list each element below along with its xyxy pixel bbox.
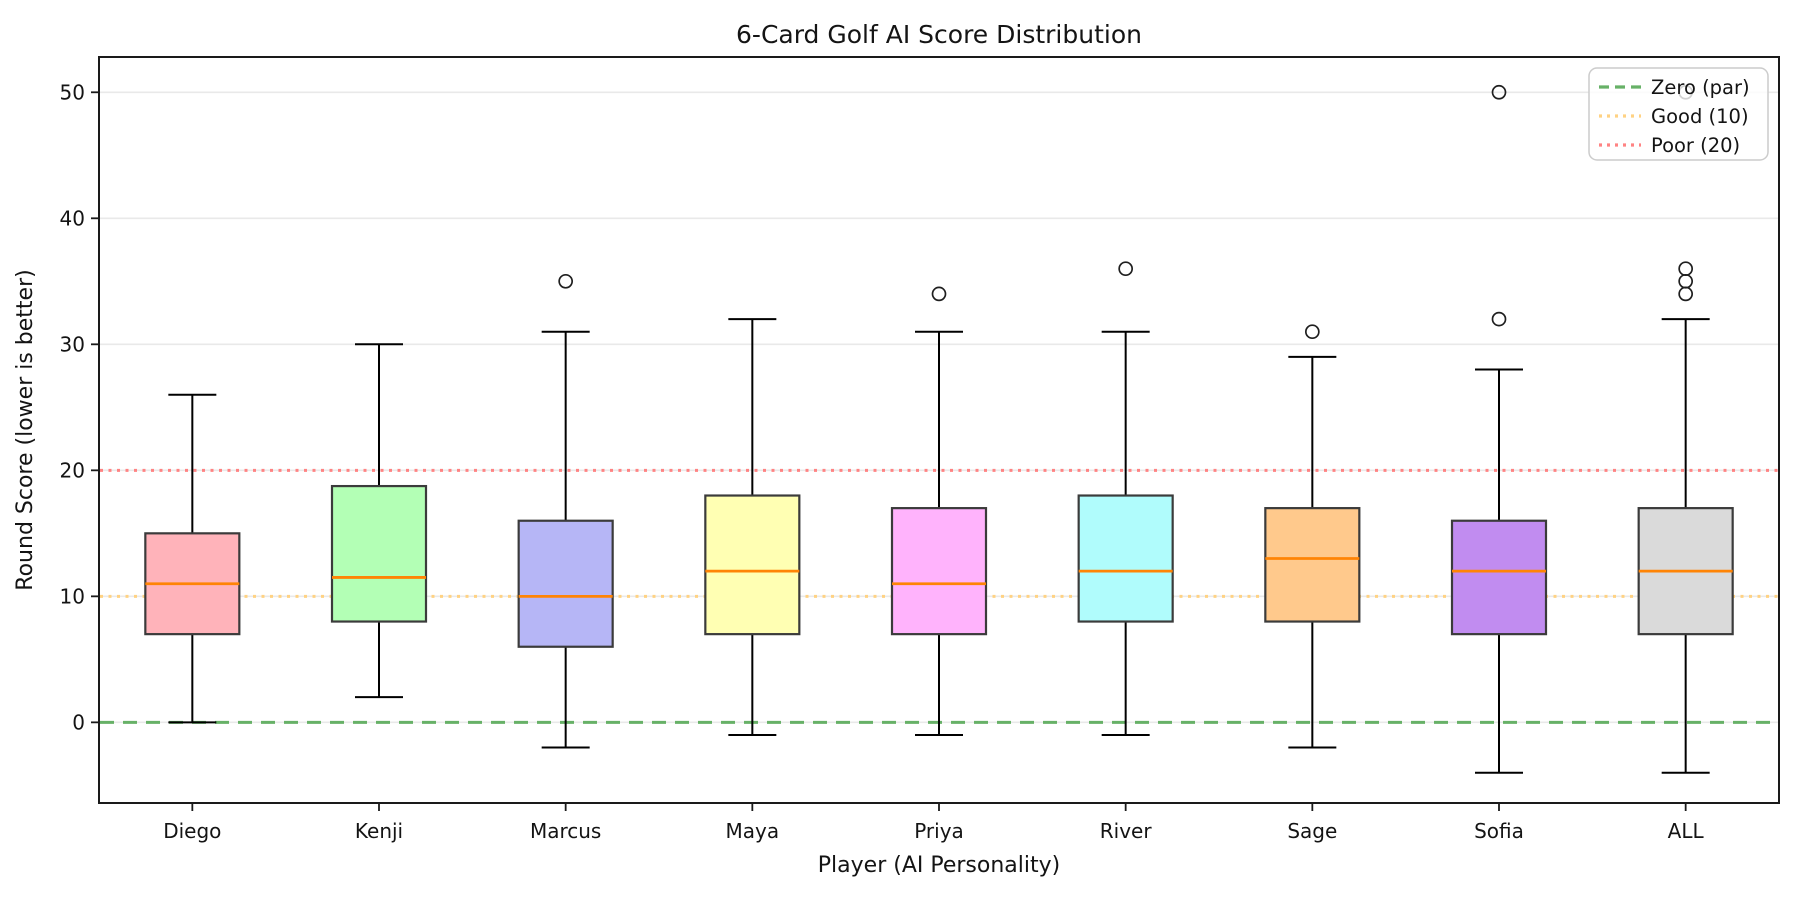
box-diego bbox=[144, 393, 241, 724]
outlier-marker bbox=[1678, 286, 1694, 302]
iqr-box bbox=[517, 519, 614, 648]
box-sofia bbox=[1450, 84, 1548, 774]
iqr-box bbox=[890, 507, 988, 636]
x-tick-label-sofia: Sofia bbox=[1474, 819, 1524, 843]
y-tick-label: 10 bbox=[60, 584, 85, 608]
outlier-marker bbox=[931, 286, 947, 302]
legend-label-2: Poor (20) bbox=[1651, 134, 1740, 157]
y-tick-label: 30 bbox=[60, 332, 85, 356]
y-tick-label: 50 bbox=[60, 80, 85, 104]
legend-box bbox=[1588, 67, 1769, 161]
plot-area: 0 10 20 30 40 50 Diego Kenji Marcus Maya Priya Rive… bbox=[60, 56, 1780, 843]
y-tick-label: 20 bbox=[60, 458, 85, 482]
outlier-marker bbox=[1678, 261, 1694, 277]
iqr-box bbox=[330, 484, 428, 623]
x-tick-label-kenji: Kenji bbox=[355, 819, 403, 843]
box-marcus bbox=[517, 273, 614, 749]
chart-title: 6-Card Golf AI Score Distribution bbox=[736, 20, 1142, 49]
legend-label-0: Zero (par) bbox=[1651, 76, 1750, 99]
outlier-marker bbox=[558, 273, 574, 289]
iqr-box bbox=[704, 494, 801, 636]
x-tick-label-all: ALL bbox=[1668, 819, 1705, 843]
box-river bbox=[1077, 261, 1174, 736]
x-tick-label-priya: Priya bbox=[914, 819, 964, 843]
iqr-box bbox=[1264, 507, 1361, 623]
outlier-marker bbox=[1491, 311, 1507, 327]
x-tick-label-sage: Sage bbox=[1287, 819, 1337, 843]
iqr-box bbox=[1450, 519, 1548, 636]
x-tick-label-maya: Maya bbox=[726, 819, 780, 843]
outlier-marker bbox=[1118, 261, 1134, 277]
iqr-box bbox=[1077, 494, 1174, 623]
outlier-marker bbox=[1678, 273, 1694, 289]
box-kenji bbox=[330, 343, 428, 699]
y-tick-label: 0 bbox=[72, 710, 85, 734]
x-tick-label-diego: Diego bbox=[163, 819, 221, 843]
x-tick-label-river: River bbox=[1100, 819, 1153, 843]
box-priya bbox=[890, 286, 988, 736]
y-tick-label: 40 bbox=[60, 206, 85, 230]
box-all bbox=[1637, 84, 1734, 774]
x-axis-label: Player (AI Personality) bbox=[818, 853, 1060, 878]
box-sage bbox=[1264, 324, 1361, 749]
legend: Zero (par) Good (10) Poor (20) bbox=[1588, 67, 1769, 161]
outlier-marker bbox=[1304, 324, 1320, 340]
y-axis-label: Round Score (lower is better) bbox=[13, 269, 38, 590]
x-tick-label-marcus: Marcus bbox=[530, 819, 601, 843]
outlier-marker bbox=[1491, 84, 1507, 100]
box-maya bbox=[704, 318, 801, 736]
legend-label-1: Good (10) bbox=[1651, 105, 1749, 128]
